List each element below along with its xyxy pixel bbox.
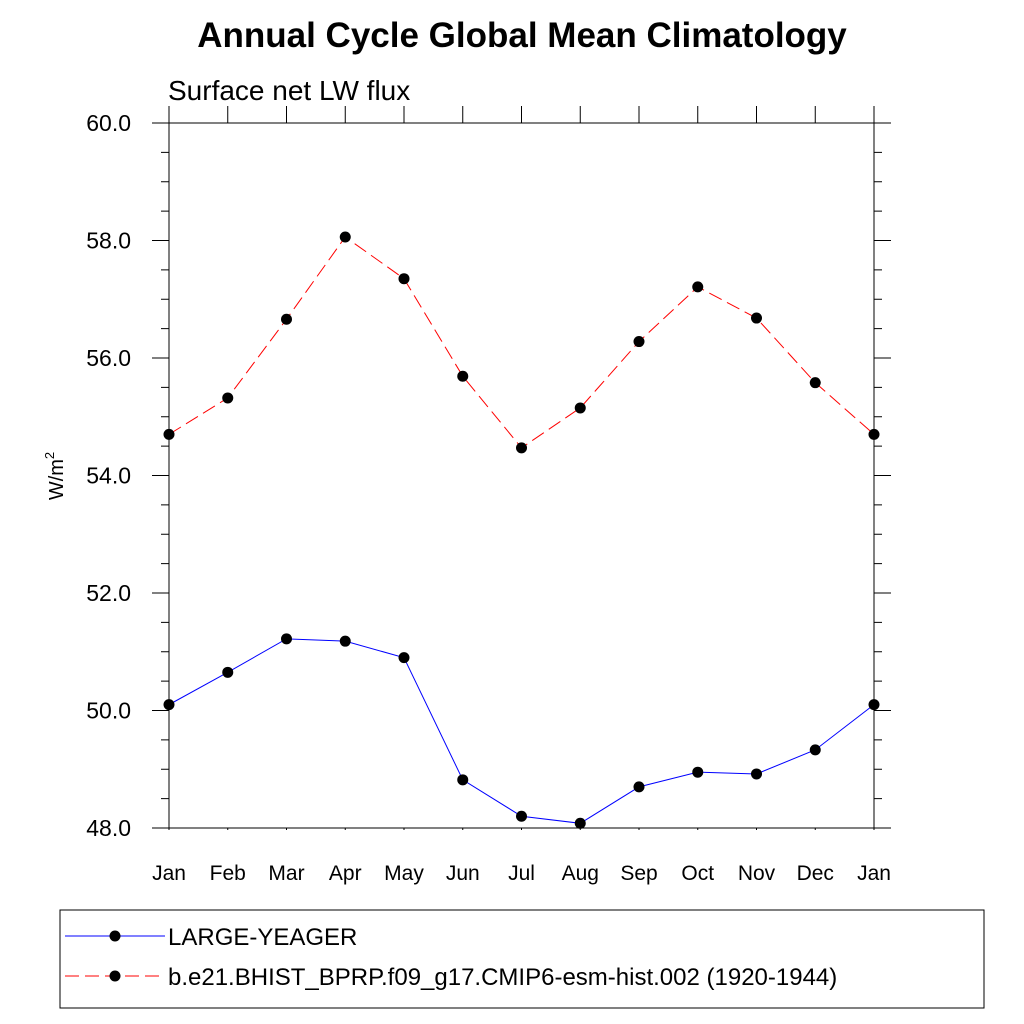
legend-marker-1 [109,970,121,982]
y-tick-labels: 48.0 50.0 52.0 54.0 56.0 58.0 60.0 [86,110,131,841]
series-1-point [516,442,527,454]
series-0-point [281,633,292,645]
x-tick-label: Nov [738,862,776,885]
series-1-point [398,273,410,285]
y-axis-label-superscript: 2 [42,452,57,459]
legend-box [59,909,985,1009]
series-1-point [281,313,292,325]
series-0-point [633,781,645,793]
series-1-point [809,377,821,389]
x-tick-label: Jun [446,862,480,885]
series-1-point [163,428,175,440]
legend: LARGE-YEAGER b.e21.BHIST_BPRP.f09_g17.CMI… [65,924,837,991]
plot-area-frame [168,122,875,829]
x-tick-label: Oct [681,862,714,885]
x-tick-labels: Jan Feb Mar Apr May Jun Jul Aug Sep Oct Nov Dec Jan [152,862,891,885]
y-tick-label: 52.0 [86,580,131,606]
series-0-point [868,699,880,711]
series-0-point [339,635,351,647]
x-tick-label: Jan [857,862,891,885]
y-tick-label: 48.0 [86,815,131,841]
y-tick-label: 56.0 [86,345,131,371]
series-1-point [692,281,704,293]
series-1-point [751,312,762,324]
series-0-point [222,666,234,678]
x-tick-label: Mar [268,862,304,885]
x-tick-label: Feb [210,862,246,885]
x-tick-label: Aug [562,862,599,885]
x-tick-label: May [384,862,424,885]
x-tick-label: Jul [508,862,535,885]
series-line-1 [168,236,875,449]
y-axis-label-main: W/m [46,459,68,500]
series-0-point [398,652,410,664]
x-tick-label: Apr [329,862,362,885]
legend-label-0: LARGE-YEAGER [168,924,357,951]
y-tick-label: 60.0 [86,110,131,136]
series-0-point [574,817,586,829]
chart-title: Annual Cycle Global Mean Climatology [197,16,847,55]
series-1-point [633,336,645,348]
legend-label-1: b.e21.BHIST_BPRP.f09_g17.CMIP6-esm-hist.… [168,964,837,991]
series-0-point [457,774,469,786]
series-1-point [457,370,469,382]
y-tick-label: 50.0 [86,698,131,724]
series-1-point [339,231,351,243]
series-1-point [574,402,586,414]
series-0-point [516,810,527,822]
chart-subtitle: Surface net LW flux [168,75,410,106]
series-lines [163,231,880,829]
y-tick-label: 58.0 [86,228,131,254]
series-0-point [692,766,704,778]
series-1-point [868,428,880,440]
legend-marker-0 [109,930,121,942]
y-tick-label: 54.0 [86,463,131,489]
y-axis-label: W/m2 [42,452,68,500]
series-0-point [163,699,175,711]
x-tick-label: Jan [152,862,186,885]
x-tick-label: Dec [797,862,834,885]
series-1-point [222,392,234,404]
x-tick-label: Sep [620,862,657,885]
axis-ticks [152,106,891,830]
series-0-point [809,744,821,756]
series-0-point [751,768,762,780]
series-line-0 [168,638,875,824]
